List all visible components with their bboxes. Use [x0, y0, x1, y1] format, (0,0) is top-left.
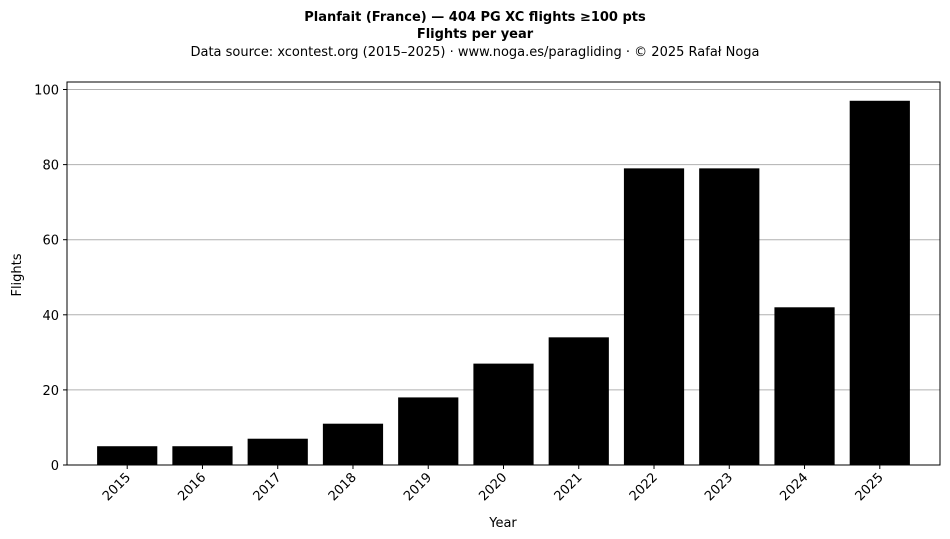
x-tick-label: 2022	[627, 470, 661, 504]
y-tick-label: 60	[42, 234, 59, 249]
bar-2016	[172, 446, 233, 465]
y-tick-label: 0	[51, 459, 59, 474]
chart-title-line1: Planfait (France) — 404 PG XC flights ≥1…	[304, 10, 646, 25]
x-tick-label: 2019	[401, 470, 435, 504]
y-tick-label: 20	[42, 384, 59, 399]
bar-2023	[699, 168, 760, 466]
x-tick-label: 2015	[100, 470, 134, 504]
bar-2025	[849, 100, 910, 466]
y-axis-label: Flights	[10, 253, 25, 296]
bar-2015	[97, 446, 158, 465]
x-tick-label: 2018	[326, 470, 360, 504]
x-tick-label: 2016	[175, 470, 209, 504]
y-tick-label: 100	[34, 84, 59, 99]
x-axis-ticks: 2015 2016 2017 2018 2019 2020 2021 2022 2023 2024…	[100, 465, 887, 504]
x-tick-label: 2024	[777, 470, 811, 504]
x-tick-label: 2025	[853, 470, 887, 504]
bar-2020	[473, 363, 534, 465]
bars	[97, 100, 910, 466]
x-axis-label: Year	[488, 516, 517, 531]
x-tick-label: 2023	[702, 470, 736, 504]
x-tick-label: 2017	[251, 470, 285, 504]
bar-2018	[322, 423, 384, 465]
bar-2024	[774, 307, 835, 465]
bar-2022	[623, 168, 685, 466]
bar-2021	[548, 337, 609, 465]
bar-2017	[247, 438, 308, 465]
plot-area-frame	[66, 81, 941, 466]
bar-2019	[398, 397, 459, 465]
chart-title-line2: Flights per year	[417, 27, 534, 42]
chart-subtitle: Data source: xcontest.org (2015–2025) · …	[190, 45, 759, 60]
y-tick-label: 80	[42, 159, 59, 174]
y-axis-ticks: 0 20 40 60 80 100	[34, 84, 67, 474]
x-tick-label: 2021	[552, 470, 586, 504]
y-tick-label: 40	[42, 309, 59, 324]
x-tick-label: 2020	[476, 470, 510, 504]
